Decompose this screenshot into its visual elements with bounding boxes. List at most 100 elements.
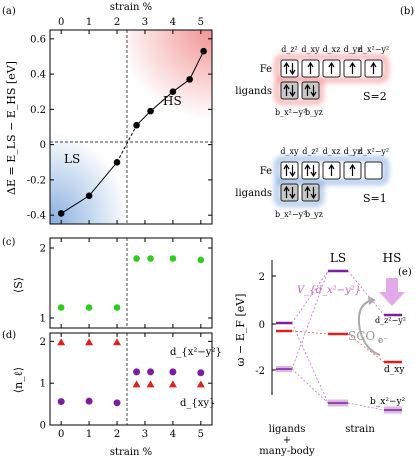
spin-up-icon	[283, 185, 290, 192]
hs-down-arrow-icon	[379, 278, 405, 306]
ytick-label: -2	[255, 366, 265, 377]
orbital-label: d_xy	[301, 45, 320, 54]
orbital-box	[301, 183, 320, 202]
xtick-label: 5	[198, 429, 204, 440]
panel-c-ylabel: ⟨S⟩	[12, 277, 25, 293]
panel-d: 0 1 2 3 4 5 0 1 2 d_{x²−y²} d_{xy} ⟨n_ℓ⟩ strain …	[12, 332, 222, 458]
ls-annotation: LS	[64, 152, 80, 166]
spin-up-icon	[283, 83, 290, 90]
ls-column-label: LS	[330, 251, 346, 265]
spin-down-icon	[310, 193, 317, 200]
fit-curve-extrapolated	[116, 124, 138, 163]
panel-d-xlabel: strain %	[110, 447, 152, 458]
xtick-label: 2	[114, 429, 120, 440]
data-point-circle	[57, 398, 65, 406]
spin-up-icon	[349, 163, 356, 170]
spin-down-icon	[310, 91, 317, 98]
panel-e-ylabel: ω − E_F [eV]	[234, 294, 247, 367]
spin-down-icon	[289, 69, 296, 76]
fe-glow	[275, 55, 388, 82]
data-point-triangle	[57, 338, 66, 346]
data-point	[57, 210, 65, 217]
data-point	[169, 255, 177, 262]
orbital-label: d_z²	[302, 147, 319, 156]
ligands-label: ligands	[235, 86, 272, 97]
orbital-box	[364, 161, 383, 180]
connector	[291, 368, 329, 404]
ligand-glow	[275, 179, 323, 206]
xtick-label-top: 1	[86, 17, 92, 28]
orbital-box	[301, 81, 320, 100]
spin-up-icon	[307, 61, 314, 68]
v-dx2y2-label: V_{d_x²−y²}	[297, 285, 361, 296]
data-point	[113, 158, 121, 166]
orbital-label: d_xz	[323, 45, 341, 54]
xtick-label: 3	[142, 429, 148, 440]
panel-e-label: (e)	[398, 267, 412, 278]
xtick-label-top: 2	[114, 17, 120, 28]
panel-a-label: (a)	[2, 6, 16, 17]
dx2y2-label: d_{x²−y²}	[170, 347, 222, 358]
data-point-triangle	[113, 338, 122, 346]
ytick-label: 2	[259, 272, 265, 283]
data-point	[85, 304, 93, 311]
fe-glow	[275, 157, 388, 184]
spin-up-icon	[304, 83, 311, 90]
ytick-label: 2	[40, 244, 46, 255]
ytick-label: 1	[40, 379, 46, 390]
spin-up-icon	[304, 185, 311, 192]
ytick-label: 0	[40, 421, 46, 432]
orbital-box	[280, 81, 299, 100]
connector	[347, 270, 385, 316]
panel-c-label: (c)	[2, 237, 16, 248]
spin-state-label: S=1	[363, 192, 387, 205]
orbital-label: d_z²	[281, 45, 298, 54]
data-point-triangle	[196, 380, 205, 388]
connectors	[291, 270, 385, 411]
bx2y2-level-label: b_x²−y²	[370, 397, 406, 407]
data-point-triangle	[85, 338, 94, 346]
data-point-circle	[133, 368, 141, 376]
top-axis-label: strain %	[110, 2, 152, 13]
panel-b-label: (b)	[400, 6, 414, 17]
sco-arrowhead-icon	[368, 296, 376, 305]
panel-d-frame	[49, 332, 213, 426]
dz2y2-label: d_z²−y²	[375, 316, 406, 325]
ytick-label: 0.2	[30, 105, 46, 116]
fe-label: Fe	[260, 166, 272, 177]
xtick-label: 1	[86, 429, 92, 440]
bottom-orbital-label: b_yz	[305, 210, 323, 219]
ytick-label: 2	[40, 337, 46, 348]
spin-down-icon	[289, 171, 296, 178]
orbital-label: d_yz	[344, 147, 362, 156]
bottom-orbital-label: b_yz	[305, 108, 323, 117]
ytick-label: -0.4	[27, 211, 46, 222]
panel-d-label: (d)	[2, 330, 16, 341]
dxy-level-label: d_xy	[384, 365, 405, 375]
orbital-box	[301, 161, 320, 180]
bottom-strain-label: strain	[345, 424, 375, 435]
ligands-label: ligands	[235, 188, 272, 199]
panel-a-frame	[49, 29, 213, 225]
connector	[291, 330, 329, 335]
panel-c: 1 2 ⟨S⟩	[12, 237, 213, 329]
orbital-box	[280, 161, 299, 180]
spin-up-icon	[304, 163, 311, 170]
orbital-label: d_yz	[344, 45, 362, 54]
data-point-circle	[113, 399, 121, 407]
connector	[291, 270, 329, 324]
bottom-orbital-label: b_x²−y²	[275, 108, 306, 117]
data-point-circle	[147, 368, 155, 376]
ls-diagram: d_xy d_z² d_xz d_yzd_x²−y² Fe ligands b_x²−y²b…	[235, 147, 389, 219]
spin-state-label: S=2	[363, 90, 387, 103]
bottom-orbital-label: b_x²−y²	[275, 210, 306, 219]
orbital-label: d_x²−y²	[358, 147, 389, 156]
data-point	[133, 121, 140, 129]
spin-up-icon	[349, 61, 356, 68]
xtick-label-top: 5	[198, 17, 204, 28]
data-point	[133, 255, 140, 262]
electron-label: e⁻	[378, 336, 388, 346]
data-point-circle	[85, 397, 93, 405]
spin-up-icon	[370, 61, 377, 68]
